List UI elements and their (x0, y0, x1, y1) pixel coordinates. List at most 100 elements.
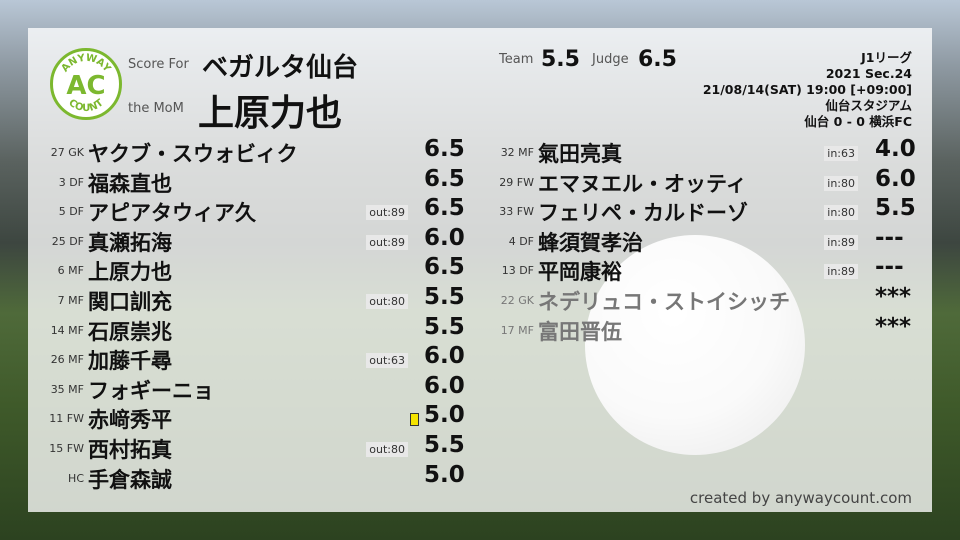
player-row: 13 DF 平岡康裕 in:89 --- (478, 254, 918, 285)
player-position: 33 FW (499, 205, 534, 219)
player-score: 5.0 (424, 402, 465, 429)
player-name: ヤクブ・スウォビィク (88, 142, 298, 166)
player-position: 29 FW (499, 175, 534, 189)
match-info: J1リーグ 2021 Sec.24 21/08/14(SAT) 19:00 [+… (703, 50, 912, 130)
player-score: 6.0 (875, 165, 916, 192)
player-score: 6.0 (424, 224, 465, 251)
player-name: 赤﨑秀平 (88, 408, 172, 433)
player-name: 加藤千尋 (88, 349, 172, 374)
player-position: 14 MF (50, 323, 84, 337)
player-row: 35 MF フォギーニョ 6.0 (28, 372, 468, 403)
player-score: 5.5 (424, 284, 465, 310)
player-position: 4 DF (508, 234, 534, 248)
player-row: 5 DF アピアタウィア久 out:89 6.5 (28, 195, 468, 226)
player-name: 関口訓充 (88, 290, 172, 314)
player-row: 17 MF 富田晋伍 *** (478, 313, 918, 344)
player-position: 26 MF (50, 353, 84, 367)
player-name: 上原力也 (88, 260, 172, 285)
league: J1リーグ (861, 50, 912, 65)
score-for-label: Score For (128, 57, 189, 72)
player-position: 17 MF (500, 323, 534, 337)
player-row: 26 MF 加藤千尋 out:63 6.0 (28, 343, 468, 374)
team-score: 5.5 (541, 47, 580, 72)
player-name: フェリペ・カルドーゾ (538, 201, 748, 226)
player-row: 25 DF 真瀬拓海 out:89 6.0 (28, 224, 468, 255)
player-row: 4 DF 蜂須賀孝治 in:89 --- (478, 224, 918, 255)
player-score: 6.0 (424, 372, 465, 399)
player-position: 11 FW (49, 412, 84, 426)
player-position: 6 MF (57, 264, 84, 278)
sub-tag: in:80 (824, 175, 858, 191)
player-score: 5.5 (424, 313, 465, 340)
mom-label: the MoM (128, 101, 184, 116)
player-score: 6.5 (424, 195, 465, 222)
datetime: 21/08/14(SAT) 19:00 [+09:00] (702, 82, 912, 97)
player-score: 6.5 (424, 136, 465, 162)
player-row: 7 MF 関口訓充 out:80 5.5 (28, 284, 468, 314)
sub-tag: in:63 (824, 146, 858, 161)
player-name: 平岡康裕 (538, 260, 622, 285)
credit: created by anywaycount.com (689, 489, 912, 507)
player-name: アピアタウィア久 (88, 201, 256, 226)
player-name: 西村拓真 (88, 438, 172, 462)
player-score: 5.5 (875, 195, 916, 222)
player-score: 5.5 (424, 432, 465, 458)
sub-tag: out:89 (366, 205, 408, 221)
sub-tag: out:80 (366, 294, 408, 309)
player-position: 13 DF (501, 264, 534, 278)
player-score: *** (875, 313, 912, 340)
player-row: HC 手倉森誠 5.0 (28, 461, 468, 492)
player-score: 5.0 (424, 461, 465, 488)
mom-player: 上原力也 (198, 93, 343, 134)
player-name: フォギーニョ (88, 378, 214, 403)
player-score: *** (875, 284, 912, 310)
svg-text:COUNT: COUNT (66, 97, 105, 114)
player-row: 33 FW フェリペ・カルドーゾ in:80 5.5 (478, 195, 918, 226)
sub-tag: in:89 (824, 234, 858, 250)
venue: 仙台スタジアム (825, 98, 912, 113)
player-position: 22 GK (500, 294, 534, 307)
player-row: 6 MF 上原力也 6.5 (28, 254, 468, 285)
player-position: 7 MF (57, 294, 84, 307)
player-row: 22 GK ネデリュコ・ストイシッチ *** (478, 284, 918, 314)
player-name: 手倉森誠 (88, 467, 172, 492)
player-name: 真瀬拓海 (88, 230, 172, 255)
player-position: 27 GK (50, 146, 84, 159)
player-name: ネデリュコ・ストイシッチ (538, 290, 790, 314)
team-name: ベガルタ仙台 (202, 53, 359, 83)
player-name: 氣田亮真 (538, 142, 622, 166)
yellow-card-icon (410, 413, 419, 427)
player-position: 32 MF (500, 146, 534, 159)
result: 仙台 0 - 0 横浜FC (804, 114, 912, 129)
player-name: 富田晋伍 (538, 319, 622, 344)
player-row: 15 FW 西村拓真 out:80 5.5 (28, 432, 468, 462)
player-position: 15 FW (49, 442, 84, 455)
section: 2021 Sec.24 (825, 66, 912, 81)
player-score: 6.5 (424, 254, 465, 281)
player-score: --- (875, 224, 904, 251)
sub-tag: out:89 (366, 234, 408, 250)
player-row: 14 MF 石原崇兆 5.5 (28, 313, 468, 344)
player-score: 6.0 (424, 343, 465, 370)
player-score: --- (875, 254, 904, 281)
judge-score-label: Judge (592, 52, 629, 67)
player-name: エマヌエル・オッティ (538, 171, 747, 196)
player-name: 福森直也 (88, 171, 172, 196)
player-row: 29 FW エマヌエル・オッティ in:80 6.0 (478, 165, 918, 196)
player-position: 25 DF (51, 234, 84, 248)
judge-score: 6.5 (638, 47, 677, 72)
player-row: 27 GK ヤクブ・スウォビィク 6.5 (28, 136, 468, 166)
player-position: 3 DF (58, 175, 84, 189)
player-name: 蜂須賀孝治 (538, 230, 643, 255)
team-score-label: Team (499, 52, 534, 67)
player-name: 石原崇兆 (88, 319, 172, 344)
sub-tag: in:80 (824, 205, 858, 221)
sub-tag: out:63 (366, 353, 408, 369)
sub-tag: in:89 (824, 264, 858, 280)
sub-tag: out:80 (366, 442, 408, 457)
player-position: 5 DF (58, 205, 84, 219)
player-position: HC (68, 471, 84, 485)
anywaycount-logo: ANYWAY COUNT AC (50, 48, 122, 120)
player-row: 11 FW 赤﨑秀平 5.0 (28, 402, 468, 433)
svg-text:AC: AC (66, 71, 105, 101)
